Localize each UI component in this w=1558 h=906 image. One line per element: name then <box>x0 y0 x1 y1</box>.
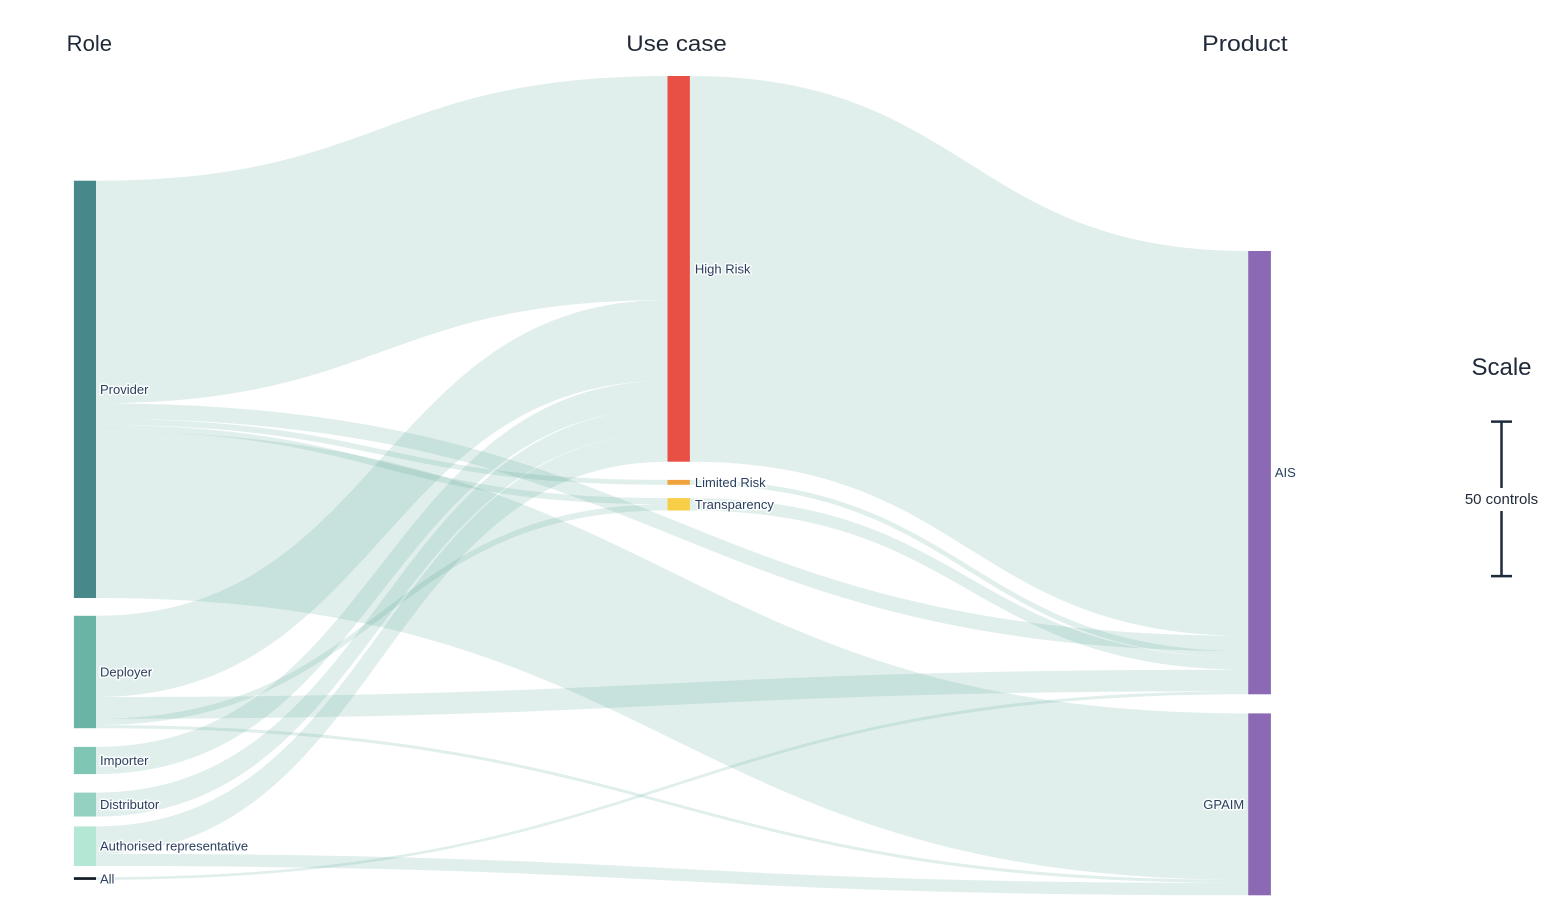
svg-text:Deployer: Deployer <box>100 665 153 680</box>
svg-text:Transparency: Transparency <box>695 497 774 512</box>
svg-text:Limited Risk: Limited Risk <box>695 475 766 490</box>
svg-text:Authorised representative: Authorised representative <box>100 839 248 854</box>
svg-text:All: All <box>100 871 115 886</box>
svg-text:Scale: Scale <box>1471 354 1531 381</box>
svg-text:Use case: Use case <box>626 31 727 56</box>
svg-text:GPAIM: GPAIM <box>1203 797 1244 812</box>
svg-text:Provider: Provider <box>100 382 149 397</box>
svg-text:AIS: AIS <box>1275 465 1296 480</box>
svg-text:Importer: Importer <box>100 753 149 768</box>
svg-text:High Risk: High Risk <box>695 261 751 276</box>
svg-text:Product: Product <box>1202 31 1288 56</box>
svg-text:Role: Role <box>67 31 113 56</box>
svg-text:Distributor: Distributor <box>100 797 160 812</box>
svg-text:50 controls: 50 controls <box>1465 491 1538 508</box>
